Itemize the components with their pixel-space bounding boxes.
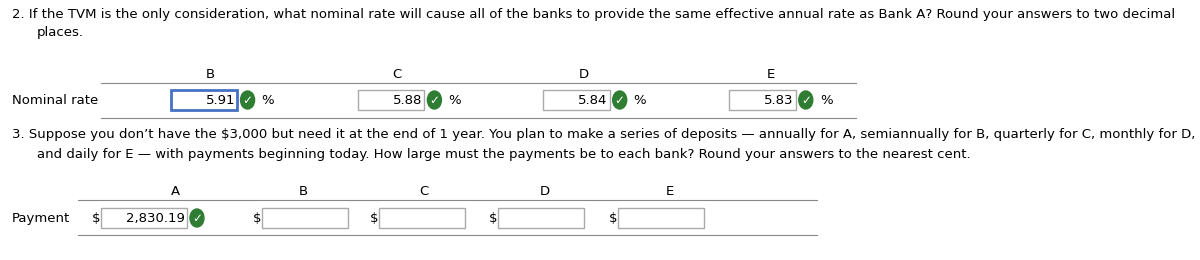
FancyBboxPatch shape: [730, 90, 796, 110]
Text: B: B: [299, 185, 308, 198]
Circle shape: [190, 209, 204, 227]
Circle shape: [799, 91, 812, 109]
Text: Payment: Payment: [12, 211, 70, 224]
FancyBboxPatch shape: [101, 208, 187, 228]
Text: 3. Suppose you don’t have the $3,000 but need it at the end of 1 year. You plan : 3. Suppose you don’t have the $3,000 but…: [12, 128, 1196, 141]
Text: D: D: [578, 68, 589, 81]
Text: 2,830.19: 2,830.19: [126, 211, 185, 224]
Text: 5.91: 5.91: [205, 94, 235, 107]
Text: 5.83: 5.83: [764, 94, 793, 107]
Text: %: %: [449, 94, 461, 107]
Text: ✓: ✓: [430, 94, 439, 107]
FancyBboxPatch shape: [379, 208, 464, 228]
FancyBboxPatch shape: [358, 90, 425, 110]
Text: C: C: [392, 68, 402, 81]
Circle shape: [240, 91, 254, 109]
Text: $: $: [92, 211, 101, 224]
Text: E: E: [767, 68, 775, 81]
Text: %: %: [820, 94, 833, 107]
Text: %: %: [634, 94, 647, 107]
Text: C: C: [420, 185, 428, 198]
FancyBboxPatch shape: [618, 208, 703, 228]
Text: $: $: [370, 211, 378, 224]
Text: and daily for E — with payments beginning today. How large must the payments be : and daily for E — with payments beginnin…: [36, 148, 971, 161]
Text: $: $: [253, 211, 262, 224]
FancyBboxPatch shape: [263, 208, 348, 228]
Text: E: E: [666, 185, 673, 198]
Text: ✓: ✓: [192, 211, 202, 224]
Text: A: A: [170, 185, 180, 198]
Text: Nominal rate: Nominal rate: [12, 94, 98, 107]
Text: $: $: [488, 211, 498, 224]
Text: B: B: [205, 68, 215, 81]
FancyBboxPatch shape: [544, 90, 610, 110]
Circle shape: [613, 91, 626, 109]
Text: places.: places.: [36, 26, 84, 39]
Text: 5.84: 5.84: [578, 94, 607, 107]
Text: %: %: [262, 94, 275, 107]
FancyBboxPatch shape: [172, 90, 238, 110]
Text: ✓: ✓: [242, 94, 252, 107]
Text: ✓: ✓: [800, 94, 811, 107]
Text: 5.88: 5.88: [392, 94, 422, 107]
FancyBboxPatch shape: [498, 208, 584, 228]
Circle shape: [427, 91, 442, 109]
Text: ✓: ✓: [614, 94, 625, 107]
Text: 2. If the TVM is the only consideration, what nominal rate will cause all of the: 2. If the TVM is the only consideration,…: [12, 8, 1176, 21]
Text: D: D: [540, 185, 550, 198]
Text: $: $: [608, 211, 617, 224]
